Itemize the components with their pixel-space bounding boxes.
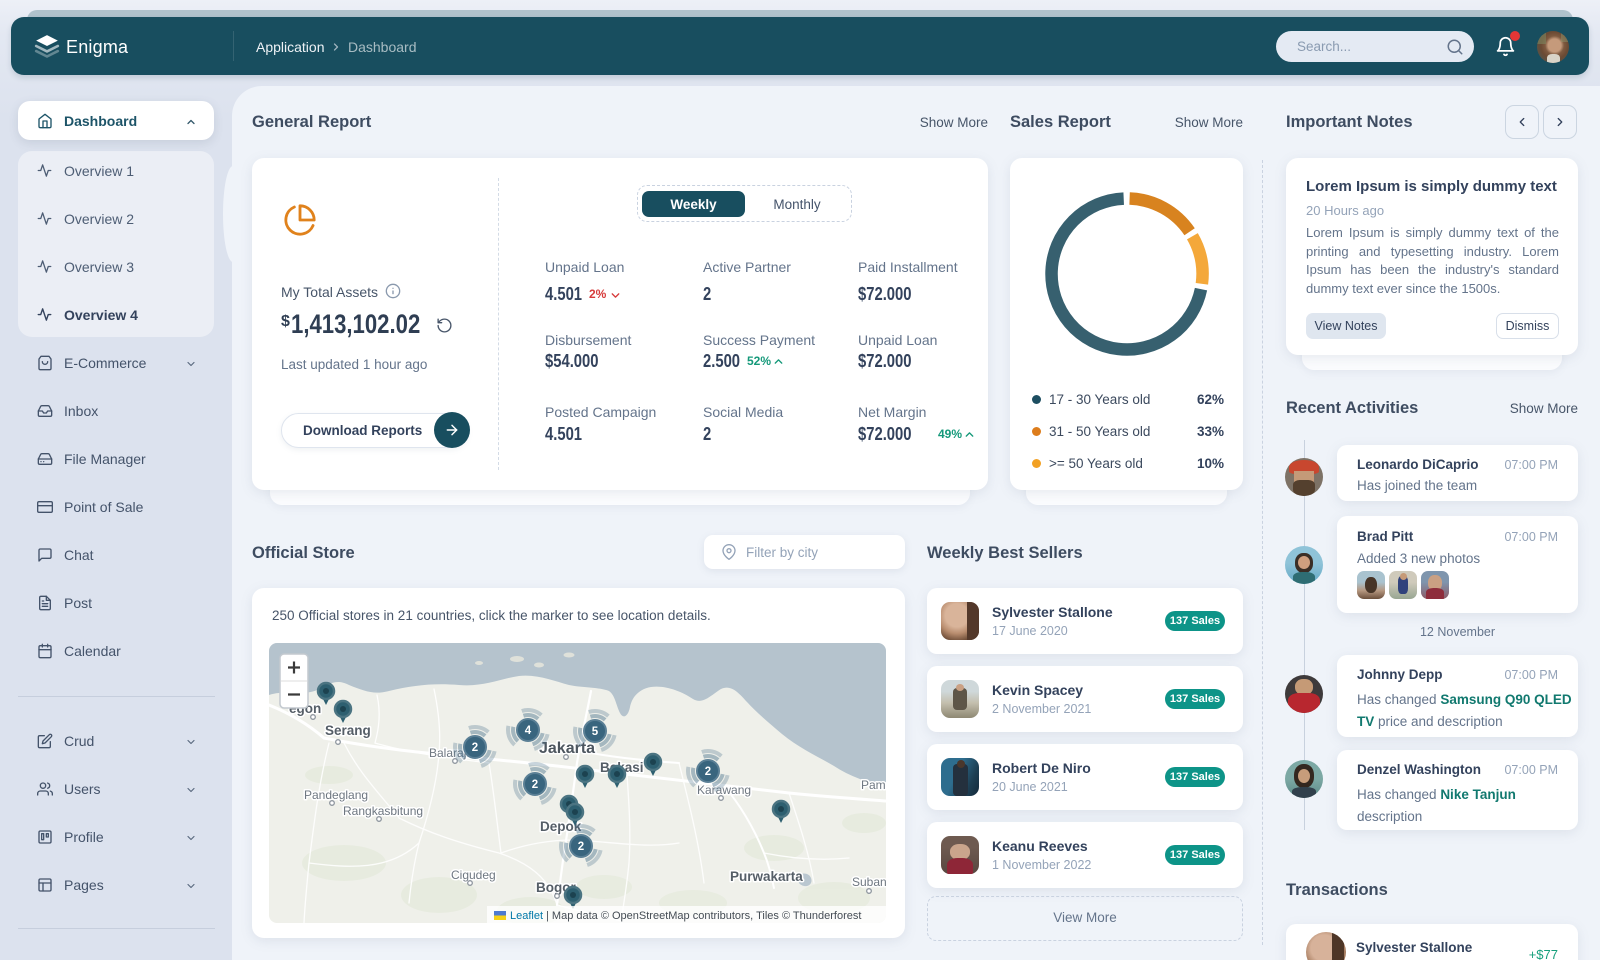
svg-text:| Map data © OpenStreetMap con: | Map data © OpenStreetMap contributors,…: [546, 910, 861, 922]
svg-text:Rangkasbitung: Rangkasbitung: [343, 804, 423, 818]
svg-text:Jakarta: Jakarta: [539, 740, 595, 757]
svg-text:4: 4: [525, 725, 532, 737]
svg-text:Pama: Pama: [861, 778, 886, 792]
svg-text:2: 2: [705, 766, 711, 778]
svg-text:Balaraja: Balaraja: [429, 746, 473, 760]
svg-text:Serang: Serang: [325, 723, 371, 738]
svg-text:Karawang: Karawang: [697, 783, 751, 797]
svg-text:Depok: Depok: [540, 819, 582, 834]
svg-text:Subang: Subang: [852, 875, 886, 889]
svg-text:5: 5: [592, 726, 599, 738]
svg-text:2: 2: [578, 841, 584, 853]
svg-text:2: 2: [532, 779, 538, 791]
svg-text:Pandeglang: Pandeglang: [304, 788, 368, 802]
svg-text:Leaflet: Leaflet: [510, 910, 543, 922]
svg-text:Cigudeg: Cigudeg: [451, 868, 496, 882]
svg-text:2: 2: [472, 742, 478, 754]
svg-text:Purwakarta: Purwakarta: [730, 869, 803, 884]
